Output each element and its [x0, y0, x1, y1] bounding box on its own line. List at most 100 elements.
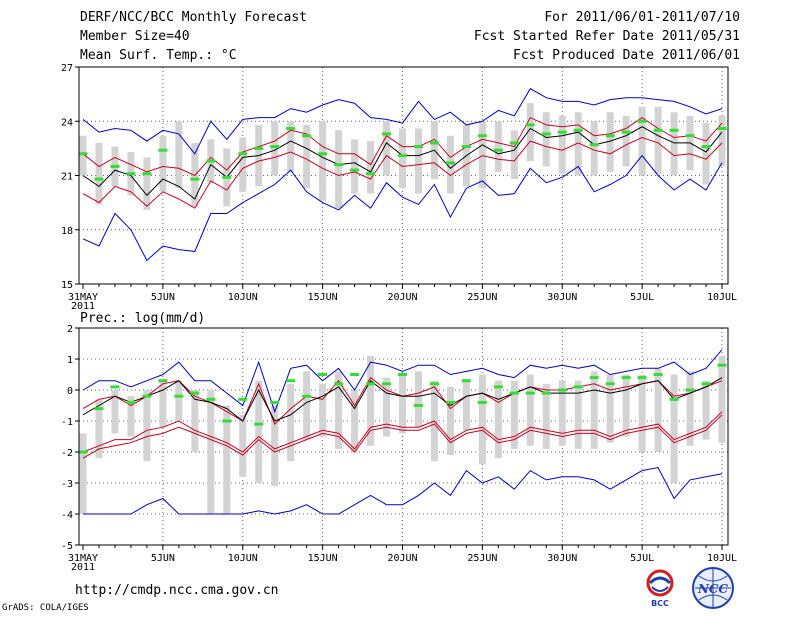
ensemble-marker [382, 132, 392, 136]
spread-box [462, 380, 470, 431]
ensemble-marker [605, 382, 615, 386]
spread-box [414, 128, 422, 194]
x-tick-label: 10JUL [707, 553, 737, 564]
bcc-logo-text: BCC [651, 599, 669, 608]
ensemble-marker [573, 128, 583, 132]
ensemble-marker [573, 385, 583, 389]
ensemble-marker [334, 382, 344, 386]
spread-box [590, 371, 598, 449]
spread-box [159, 380, 167, 428]
spread-box [702, 123, 710, 185]
spread-box [478, 121, 486, 189]
ncc-logo-text: NCC [697, 582, 729, 596]
y-tick-label: 27 [61, 63, 73, 74]
spread-box [271, 405, 279, 487]
spread-box [271, 121, 279, 176]
ensemble-marker [669, 397, 679, 401]
ensemble-marker [94, 407, 104, 411]
ensemble-marker [445, 400, 455, 404]
ensemble-marker [222, 175, 232, 179]
spread-box [255, 380, 263, 483]
precip-panel-title: Prec.: log(mm/d) [80, 311, 205, 326]
spread-box [446, 386, 454, 456]
spread-box [79, 433, 87, 514]
y-tick-label: -5 [61, 541, 73, 552]
ensemble-marker [206, 159, 216, 163]
ensemble-marker [254, 422, 264, 426]
spread-box [239, 414, 247, 477]
ensemble-marker [429, 382, 439, 386]
spread-box [143, 390, 151, 462]
series-line-min [82, 154, 723, 262]
spread-box [638, 374, 646, 452]
spread-box [175, 121, 183, 189]
grads-credit: GrADS: COLA/IGES [2, 603, 89, 613]
source-url[interactable]: http://cmdp.ncc.cma.gov.cn [75, 583, 279, 598]
ensemble-marker [701, 382, 711, 386]
x-tick-label: 5JUL [630, 292, 654, 303]
y-tick-label: 15 [61, 280, 73, 291]
y-tick-label: 1 [67, 355, 73, 366]
spread-box [95, 142, 103, 205]
ensemble-marker [126, 400, 136, 404]
spread-box [638, 106, 646, 176]
spread-box [510, 380, 518, 449]
ensemble-marker [557, 388, 567, 392]
y-tick-label: 24 [61, 117, 73, 128]
spread-box [303, 124, 311, 189]
spread-box [223, 405, 231, 514]
ensemble-marker [398, 373, 407, 376]
spread-box [351, 139, 359, 194]
y-tick-label: -3 [61, 479, 73, 490]
ensemble-marker [717, 126, 727, 130]
spread-box [622, 115, 630, 167]
spread-box [79, 135, 87, 176]
x-tick-label: 25JUN [467, 292, 497, 303]
x-tick-label: 15JUN [308, 553, 338, 564]
ensemble-marker [158, 379, 168, 383]
spread-box [95, 399, 103, 459]
spread-box [622, 374, 630, 437]
ensemble-marker [653, 373, 663, 376]
x-tick-label: 25JUN [467, 553, 497, 564]
ensemble-marker [126, 172, 136, 176]
x-tick-label: 10JUL [707, 292, 737, 303]
ensemble-marker [382, 382, 392, 386]
x-tick-label: 20JUN [387, 292, 417, 303]
ensemble-marker [286, 126, 296, 130]
ensemble-marker [493, 385, 503, 389]
x-year-label: 2011 [71, 562, 95, 573]
spread-box [494, 380, 502, 459]
spread-box [718, 355, 726, 443]
ensemble-marker [525, 391, 535, 395]
spread-box [606, 112, 614, 172]
ensemble-marker [350, 168, 360, 172]
ensemble-marker [413, 404, 423, 407]
series-line-low_envelope [82, 414, 723, 459]
ensemble-marker [701, 145, 711, 149]
y-tick-label: 21 [61, 172, 73, 183]
ensemble-marker [174, 394, 184, 398]
ensemble-marker [413, 145, 423, 149]
spread-box [335, 130, 343, 209]
spread-box [606, 374, 614, 443]
fcst-started-date: Fcst Started Refer Date 2011/05/31 [473, 29, 740, 44]
series-line-min [83, 466, 723, 515]
x-tick-label: 10JUN [228, 292, 258, 303]
forecast-period: For 2011/06/01-2011/07/10 [544, 10, 740, 25]
x-year-label: 2011 [71, 301, 95, 312]
ensemble-marker [318, 152, 328, 156]
x-tick-label: 5JUN [151, 292, 175, 303]
spread-box [207, 390, 215, 514]
spread-box [526, 374, 534, 446]
panel-precipitation: -5 -4 -3 -2 -1 0 1 2 31MAY 5JUN 10JUN 15JUN 20JUN 25J… [61, 311, 737, 573]
spread-box [367, 355, 375, 446]
y-tick-label: 0 [67, 386, 73, 397]
spread-box [414, 371, 422, 428]
series-line-mean [82, 377, 723, 422]
ensemble-marker [589, 143, 599, 147]
ensemble-marker [477, 134, 487, 138]
spread-box [494, 121, 502, 172]
ensemble-marker [445, 161, 455, 165]
x-tick-label: 31MAY [68, 292, 98, 303]
